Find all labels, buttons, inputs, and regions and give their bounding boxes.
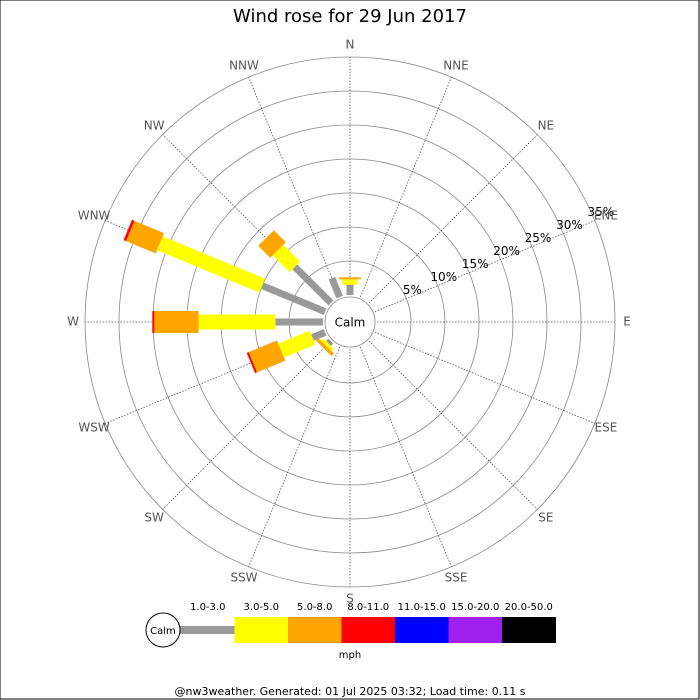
legend-label: 5.0-8.0 [297, 602, 332, 613]
r-tick-label: 35% [587, 205, 614, 219]
spoke [374, 331, 595, 424]
rose-segment [152, 311, 155, 333]
legend-swatch [341, 617, 396, 643]
direction-bars [246, 329, 327, 374]
direction-bars [315, 338, 334, 357]
direction-label: ENE [594, 208, 618, 222]
r-tick-label: 25% [525, 231, 552, 245]
rose-segment [315, 338, 334, 357]
rose-segment [248, 340, 286, 373]
spoke [359, 346, 452, 567]
legend-swatch [448, 617, 503, 643]
direction-label: SW [144, 510, 164, 524]
spoke [162, 340, 332, 510]
spoke [368, 134, 538, 304]
legend-swatch [395, 617, 449, 643]
rose-segment [154, 311, 199, 333]
calm-circle [324, 296, 376, 348]
rose-segment [278, 330, 316, 358]
direction-label: WNW [78, 208, 111, 222]
direction-label: NNW [229, 59, 259, 73]
direction-label: WSW [78, 421, 109, 435]
legend-label: 15.0-20.0 [451, 602, 499, 613]
spoke [248, 346, 341, 567]
direction-label: SE [538, 510, 553, 524]
r-tick-label: 5% [403, 283, 422, 297]
r-tick-label: 10% [430, 270, 457, 284]
rose-segment [326, 338, 334, 346]
direction-label: SSW [230, 570, 257, 584]
rose-segment [260, 282, 327, 315]
rose-segment [246, 352, 258, 374]
rose-segment [123, 219, 135, 242]
rose-segment [311, 329, 327, 341]
rose-segment [275, 318, 323, 326]
footer: @nw3weather. Generated: 01 Jul 2025 03:3… [175, 685, 526, 698]
legend-label: 11.0-15.0 [398, 602, 446, 613]
direction-bars [152, 311, 323, 333]
direction-label: E [623, 315, 631, 329]
rose-segment [272, 244, 301, 273]
r-tick-label: 15% [462, 257, 489, 271]
spoke [248, 77, 341, 298]
direction-bars [258, 230, 334, 306]
direction-label: N [346, 38, 355, 52]
legend-label: 3.0-5.0 [244, 602, 279, 613]
direction-label: NE [538, 119, 555, 133]
direction-bars [123, 219, 327, 315]
direction-label: W [67, 315, 79, 329]
rose-segment [328, 276, 343, 299]
direction-label: NNE [443, 59, 469, 73]
spoke [359, 77, 452, 298]
direction-label: NW [144, 119, 165, 133]
rose-segment [346, 284, 354, 295]
spoke [368, 340, 538, 510]
direction-bars [328, 276, 343, 299]
legend-calm [145, 612, 181, 648]
calm-label: Calm [335, 316, 366, 330]
spoke [374, 220, 595, 313]
direction-label: ESE [595, 421, 618, 435]
direction-label: SSE [445, 570, 468, 584]
unit-label: mph [339, 650, 361, 661]
r-tick-label: 20% [493, 244, 520, 258]
chart-title: Wind rose for 29 Jun 2017 [233, 6, 467, 27]
rose-segment [339, 277, 361, 280]
r-tick-label: 30% [556, 218, 583, 232]
legend-label: 1.0-3.0 [190, 602, 225, 613]
legend-swatch [288, 617, 342, 643]
rose-segment [342, 279, 358, 285]
rose-segment [126, 220, 165, 254]
rose-segment [320, 338, 334, 352]
legend-calm-label: Calm [150, 626, 176, 637]
rose-segment [258, 230, 286, 258]
legend-label: 8.0-11.0 [347, 602, 389, 613]
rose-segment [156, 236, 266, 293]
legend-swatch [234, 617, 289, 643]
direction-bars [339, 277, 361, 295]
legend-swatch [181, 626, 235, 634]
legend-swatch [502, 617, 556, 643]
rose-segment [292, 264, 334, 306]
legend-label: 20.0-50.0 [505, 602, 553, 613]
direction-label: S [346, 592, 354, 606]
rose-segment [198, 314, 276, 330]
